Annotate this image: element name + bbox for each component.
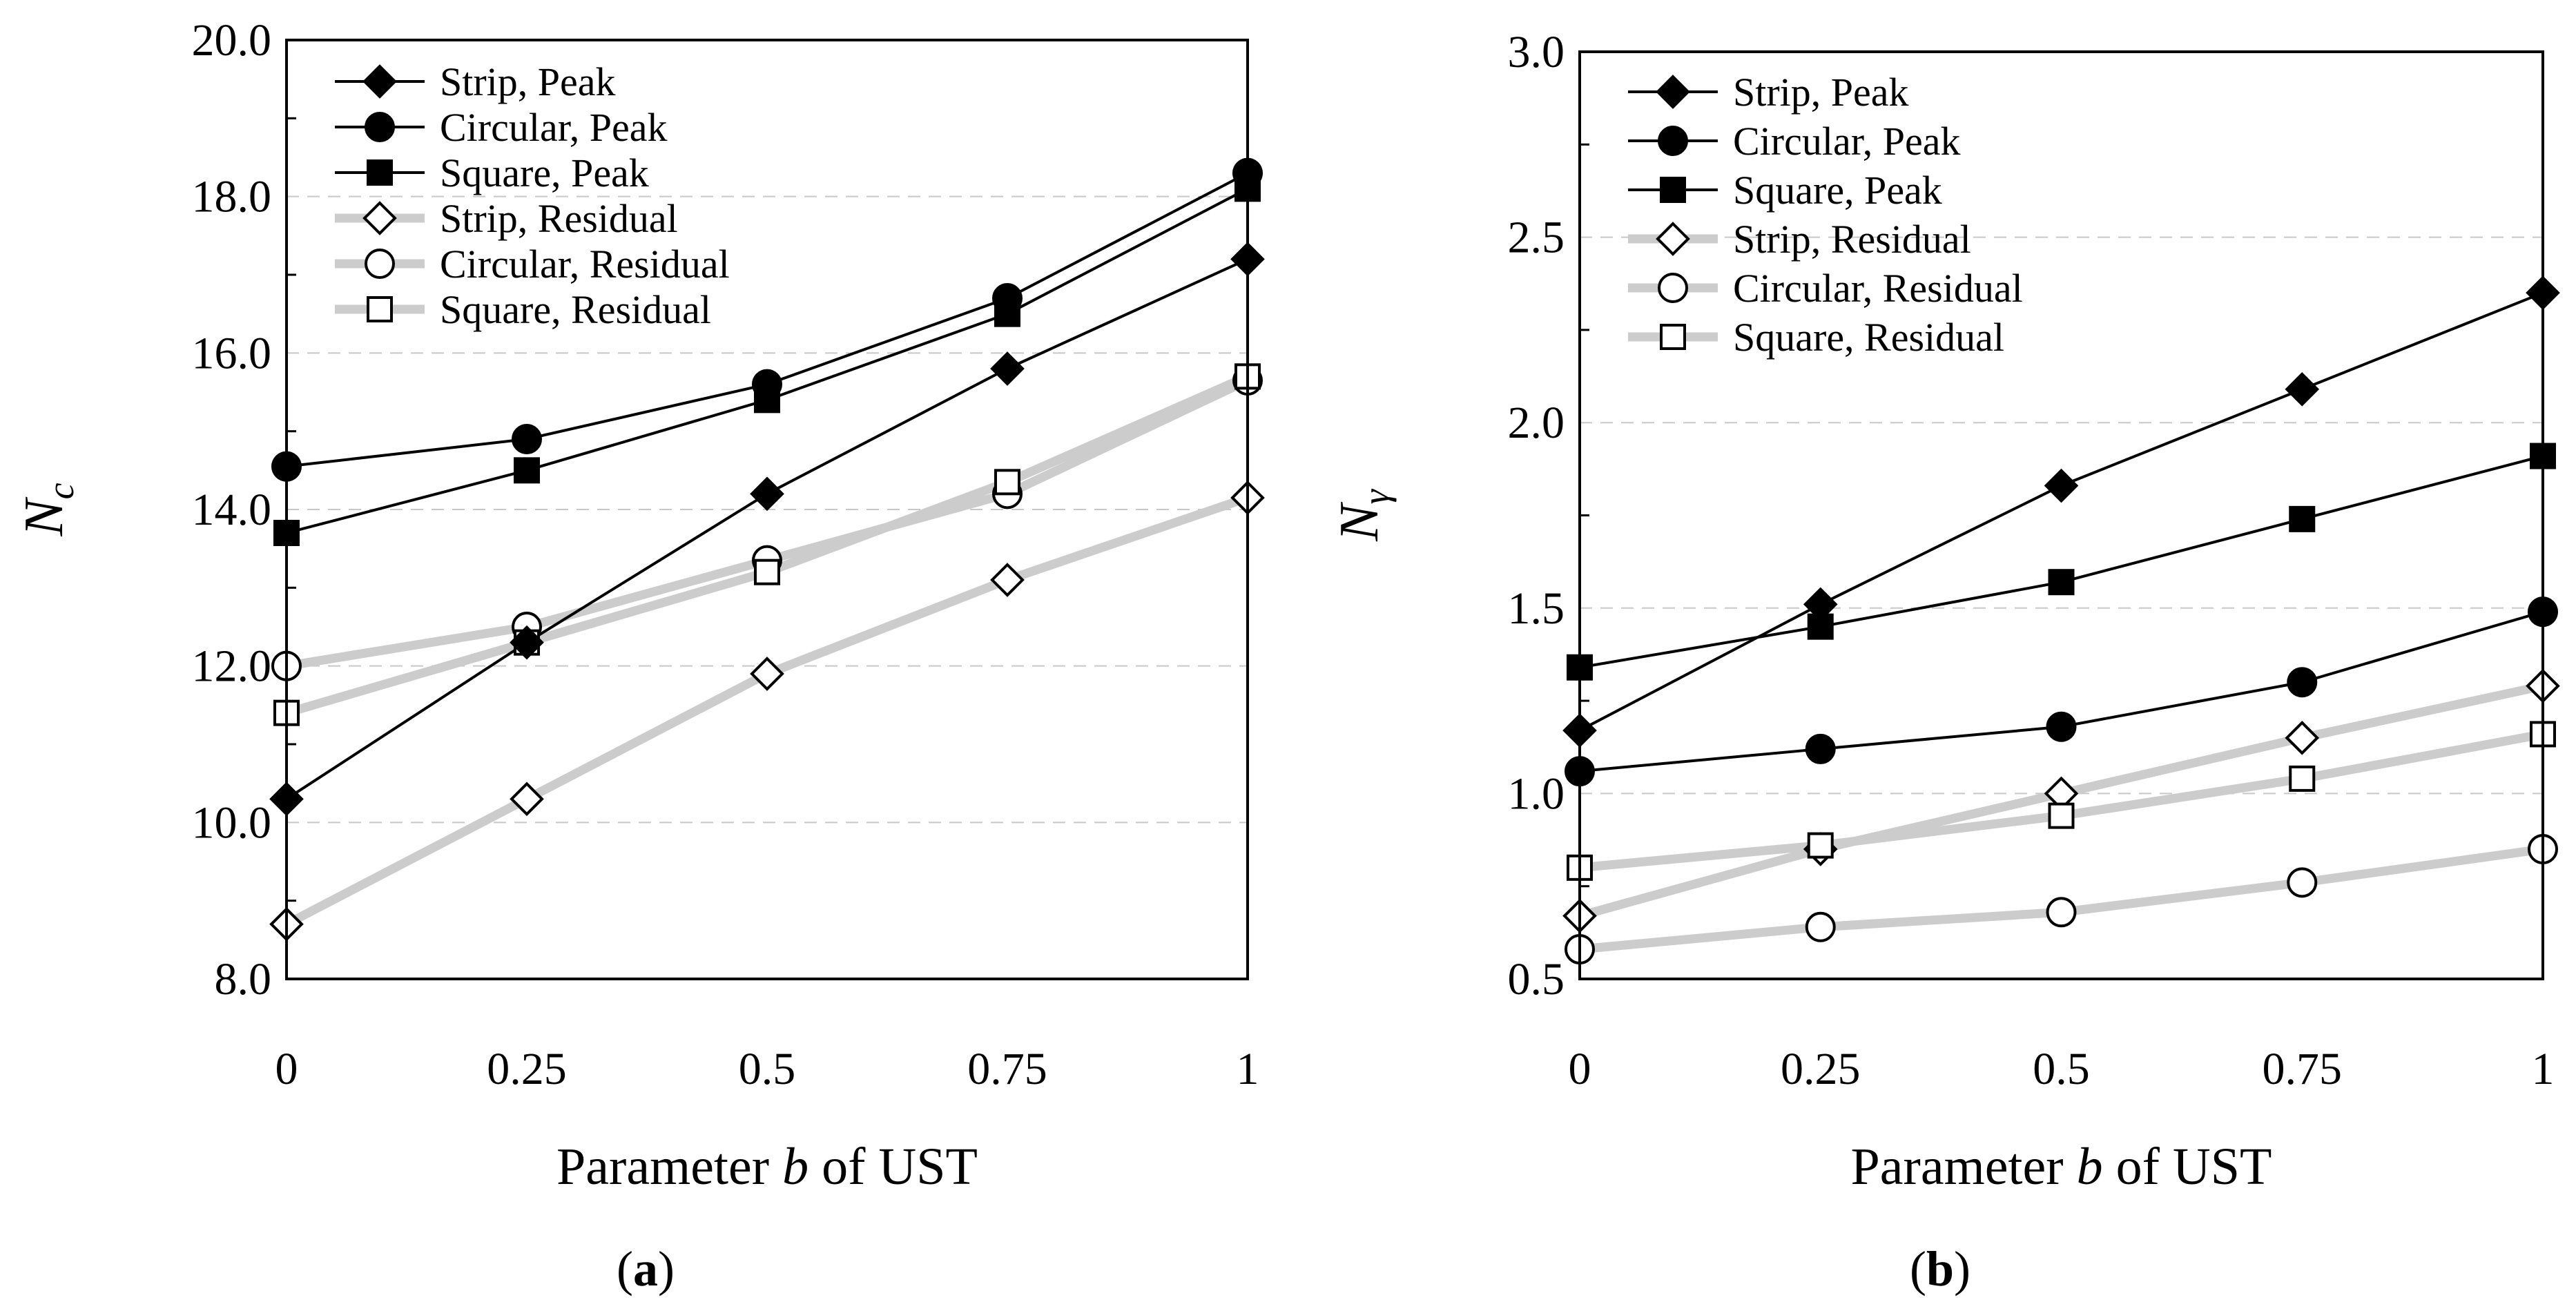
legend-label: Strip, Peak bbox=[1733, 70, 1909, 115]
x-tick-label: 0.25 bbox=[1781, 1044, 1861, 1094]
legend-label: Square, Peak bbox=[440, 150, 649, 195]
data-point-circular-peak bbox=[1805, 733, 1836, 764]
series-line-circular-peak bbox=[1579, 610, 2544, 773]
data-point-square-peak bbox=[754, 387, 780, 414]
legend-marker bbox=[367, 159, 393, 186]
legend-label: Circular, Peak bbox=[1733, 119, 1960, 164]
data-point-strip-peak bbox=[510, 625, 544, 660]
y-axis-label: Nc bbox=[14, 483, 81, 536]
data-point-circular-peak bbox=[2046, 711, 2077, 742]
y-tick-label: 16.0 bbox=[192, 328, 272, 378]
legend-label: Square, Residual bbox=[1733, 315, 2004, 360]
x-tick-label: 0.75 bbox=[2263, 1044, 2343, 1094]
y-tick-label: 8.0 bbox=[215, 954, 272, 1004]
data-point-square-residual bbox=[2048, 802, 2075, 829]
legend-marker bbox=[1656, 222, 1690, 256]
legend-marker bbox=[1660, 177, 1686, 203]
panel-label: (a) bbox=[617, 1241, 675, 1297]
data-point-square-residual bbox=[994, 469, 1020, 496]
y-tick-label: 12.0 bbox=[192, 641, 272, 692]
y-tick-label: 2.5 bbox=[1508, 213, 1565, 263]
legend-marker bbox=[362, 64, 397, 99]
legend-marker bbox=[365, 112, 395, 142]
data-point-circular-peak bbox=[2287, 667, 2318, 698]
data-point-strip-peak bbox=[2044, 468, 2079, 503]
plot-frame bbox=[285, 39, 1249, 980]
data-point-square-peak bbox=[2289, 505, 2316, 532]
chart-panel-a: 8.0 10.0 12.0 14.0 16.0 18.0 20.0 0 0.25 0.5 0.75 1… bbox=[14, 15, 1265, 1297]
data-point-square-residual bbox=[1807, 832, 1834, 859]
plot-frame bbox=[1578, 50, 2544, 980]
legend-marker bbox=[362, 201, 397, 235]
data-point-square-residual bbox=[2289, 765, 2316, 792]
y-tick-label: 10.0 bbox=[192, 797, 272, 848]
x-tick-label: 0.25 bbox=[487, 1044, 567, 1094]
data-point-strip-residual bbox=[510, 781, 544, 817]
y-tick-label: 14.0 bbox=[192, 485, 272, 535]
x-tick-label: 1 bbox=[2532, 1044, 2555, 1094]
panel-label: (b) bbox=[1910, 1241, 1970, 1297]
y-axis-label: Nγ bbox=[1329, 488, 1397, 541]
data-point-circular-peak bbox=[512, 424, 542, 454]
legend-label: Circular, Peak bbox=[440, 105, 667, 150]
legend-label: Strip, Residual bbox=[440, 196, 678, 241]
legend-marker bbox=[1658, 273, 1688, 303]
legend-marker bbox=[367, 296, 393, 322]
legend-label: Square, Peak bbox=[1733, 168, 1942, 213]
data-point-square-peak bbox=[1807, 613, 1834, 640]
y-tick-label: 0.5 bbox=[1508, 954, 1565, 1004]
x-tick-label: 0 bbox=[1569, 1044, 1591, 1094]
x-tick-label: 0.75 bbox=[967, 1044, 1047, 1094]
series-line-circular-residual bbox=[285, 376, 1250, 671]
data-point-circular-residual bbox=[1805, 911, 1836, 942]
legend-label: Circular, Residual bbox=[1733, 266, 2023, 311]
y-tick-label: 20.0 bbox=[192, 15, 272, 66]
data-point-strip-peak bbox=[750, 476, 784, 512]
x-tick-label: 1 bbox=[1237, 1044, 1259, 1094]
data-point-strip-peak bbox=[990, 351, 1025, 386]
data-point-square-peak bbox=[2048, 569, 2075, 596]
data-point-strip-residual bbox=[990, 563, 1025, 597]
x-axis-label: Parameter b of UST bbox=[1851, 1138, 2272, 1196]
series-line-strip-peak bbox=[285, 258, 1248, 801]
data-point-circular-residual bbox=[2046, 897, 2077, 928]
legend-marker bbox=[365, 249, 395, 279]
chart-panel-b: 0.5 1.0 1.5 2.0 2.5 3.0 0 0.25 0.5 0.75 1 Parameter… bbox=[1329, 27, 2560, 1297]
legend-label: Strip, Residual bbox=[1733, 217, 1971, 262]
x-axis-label: Parameter b of UST bbox=[556, 1138, 978, 1196]
series-line-strip-peak bbox=[1579, 291, 2544, 732]
legend-label: Circular, Residual bbox=[440, 242, 730, 287]
data-point-strip-residual bbox=[2285, 720, 2320, 755]
x-tick-label: 0.5 bbox=[2033, 1044, 2090, 1094]
data-point-strip-residual bbox=[750, 657, 784, 691]
y-tick-label: 18.0 bbox=[192, 172, 272, 222]
legend-marker bbox=[1658, 126, 1688, 156]
data-point-strip-peak bbox=[2285, 372, 2320, 407]
y-tick-label: 1.0 bbox=[1508, 768, 1565, 819]
series-line-circular-peak bbox=[286, 171, 1248, 468]
y-tick-label: 3.0 bbox=[1508, 27, 1565, 77]
data-point-square-peak bbox=[514, 457, 540, 484]
data-point-square-peak bbox=[994, 300, 1020, 327]
legend-label: Square, Residual bbox=[440, 287, 711, 332]
x-tick-label: 0 bbox=[275, 1044, 298, 1094]
legend-label: Strip, Peak bbox=[440, 59, 616, 104]
x-tick-label: 0.5 bbox=[739, 1044, 796, 1094]
legend-marker bbox=[1656, 75, 1690, 109]
data-point-square-residual bbox=[754, 559, 780, 585]
legend-marker bbox=[1660, 324, 1686, 350]
y-tick-label: 2.0 bbox=[1508, 398, 1565, 448]
y-tick-label: 1.5 bbox=[1508, 583, 1565, 634]
data-point-circular-residual bbox=[2287, 867, 2318, 898]
